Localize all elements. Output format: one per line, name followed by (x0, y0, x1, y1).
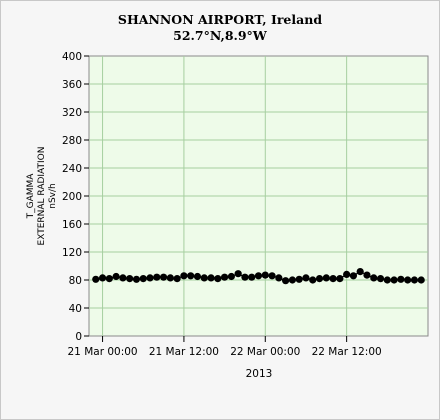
y-tick-label: 120 (62, 247, 82, 259)
x-axis-label: 2013 (246, 368, 273, 380)
data-point[interactable] (254, 272, 263, 280)
data-point[interactable] (126, 275, 134, 283)
y-tick-label: 400 (62, 51, 82, 63)
data-point[interactable] (343, 270, 351, 278)
chart-title: SHANNON AIRPORT, Ireland (118, 12, 322, 27)
x-axis: 21 Mar 00:00 21 Mar 12:00 22 Mar 00:00 22 M… (68, 336, 382, 358)
data-point[interactable] (200, 274, 208, 282)
y-tick-label: 280 (62, 135, 82, 147)
data-point[interactable] (356, 268, 364, 276)
data-point[interactable] (234, 270, 242, 278)
data-point[interactable] (180, 272, 188, 280)
x-tick-label: 22 Mar 00:00 (230, 346, 300, 358)
data-point[interactable] (383, 276, 391, 284)
data-point[interactable] (329, 275, 337, 283)
data-point[interactable] (241, 273, 249, 281)
x-tick-label: 21 Mar 12:00 (149, 346, 219, 358)
data-point[interactable] (275, 274, 283, 282)
x-tick-label: 21 Mar 00:00 (68, 346, 138, 358)
data-point[interactable] (105, 275, 113, 283)
data-point[interactable] (248, 273, 256, 281)
data-point[interactable] (376, 275, 385, 283)
y-axis-label-line-2: EXTERNAL RADIATION (37, 147, 47, 246)
data-point[interactable] (322, 274, 330, 282)
data-point[interactable] (221, 273, 229, 281)
data-point[interactable] (132, 275, 141, 283)
y-axis-label-line-1: T_GAMMA (26, 173, 36, 220)
data-point[interactable] (207, 274, 215, 282)
data-point[interactable] (302, 274, 310, 282)
data-point[interactable] (193, 272, 202, 281)
grid-lines (89, 56, 428, 336)
data-point[interactable] (268, 272, 276, 280)
data-point[interactable] (309, 276, 317, 284)
y-tick-label: 80 (69, 275, 82, 287)
data-point[interactable] (397, 275, 405, 283)
data-point[interactable] (390, 276, 398, 284)
data-point[interactable] (410, 276, 419, 284)
data-point[interactable] (187, 272, 195, 280)
data-point[interactable] (92, 275, 100, 283)
y-tick-label: 320 (62, 107, 82, 119)
data-point[interactable] (363, 271, 371, 279)
data-point[interactable] (139, 275, 147, 283)
y-tick-label: 160 (62, 219, 82, 231)
data-point[interactable] (173, 275, 181, 283)
data-point[interactable] (315, 275, 324, 283)
series-line (92, 268, 425, 285)
data-point[interactable] (146, 274, 154, 282)
data-point[interactable] (349, 272, 358, 280)
data-point[interactable] (404, 276, 412, 284)
data-point[interactable] (288, 276, 296, 284)
y-tick-label: 40 (69, 303, 82, 315)
y-axis: 0 40 80 120 160 200 240 280 320 360 400 (62, 51, 89, 343)
data-point[interactable] (336, 275, 344, 283)
data-point[interactable] (370, 274, 378, 282)
data-point[interactable] (214, 275, 222, 283)
y-tick-label: 200 (62, 191, 82, 203)
data-point[interactable] (261, 271, 269, 279)
chart-subtitle: 52.7°N,8.9°W (173, 28, 268, 43)
y-tick-label: 360 (62, 79, 82, 91)
data-point[interactable] (119, 274, 127, 282)
data-point[interactable] (98, 274, 107, 282)
y-tick-label: 240 (62, 163, 82, 175)
data-point[interactable] (227, 272, 235, 281)
data-point[interactable] (295, 275, 303, 283)
data-point[interactable] (159, 273, 168, 281)
data-point[interactable] (417, 276, 425, 284)
y-axis-label-line-3: nSv/h (48, 183, 58, 208)
data-point[interactable] (282, 277, 290, 285)
data-point[interactable] (166, 274, 174, 282)
x-tick-label: 22 Mar 12:00 (312, 346, 382, 358)
data-point[interactable] (153, 273, 161, 281)
data-point[interactable] (112, 272, 120, 281)
y-tick-label: 0 (75, 331, 82, 343)
